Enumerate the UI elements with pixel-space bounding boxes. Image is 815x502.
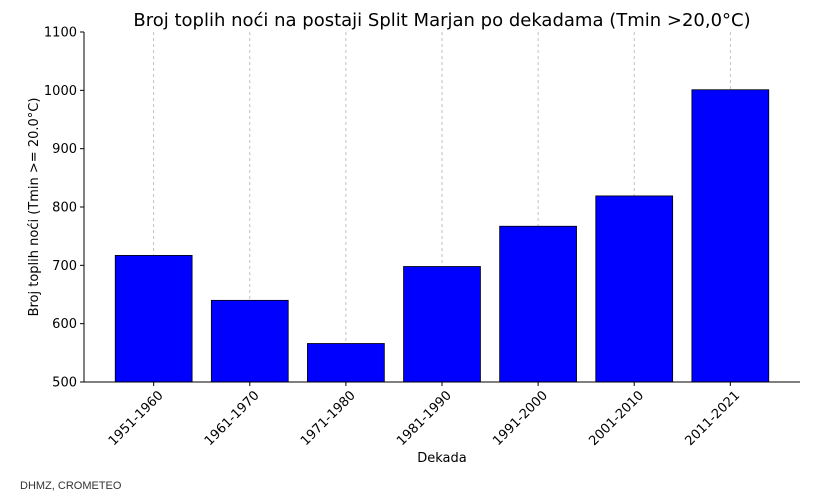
y-ticks: 500 600 700 800 900 1000 1100 [44, 26, 84, 391]
x-tick-label: 2001-2010 [586, 388, 647, 449]
x-tick-label: 1991-2000 [490, 388, 551, 449]
x-tick-label: 1961-1970 [202, 388, 263, 449]
x-tick-label: 1981-1990 [394, 388, 455, 449]
y-tick-label: 500 [52, 376, 77, 391]
bar-1951-1960 [114, 255, 193, 383]
bar-2011-2021 [691, 89, 770, 383]
bar-1981-1990 [403, 266, 481, 383]
y-tick-label: 1000 [44, 84, 77, 99]
bars [114, 89, 770, 383]
y-tick-label: 1100 [44, 26, 77, 41]
chart-title: Broj toplih noći na postaji Split Marjan… [133, 10, 750, 31]
bar-1961-1970 [210, 299, 289, 383]
y-tick-label: 700 [52, 259, 77, 274]
x-tick-label: 1951-1960 [106, 388, 167, 449]
y-tick-label: 800 [52, 201, 77, 216]
source-credit: DHMZ, CROMETEO [20, 480, 122, 492]
y-tick-label: 600 [52, 317, 77, 332]
y-axis-label: Broj toplih noći (Tmin >= 20.0°C) [27, 98, 42, 317]
bar-2001-2010 [595, 195, 674, 383]
x-axis-label: Dekada [417, 451, 467, 466]
x-tick-label: 2011-2021 [682, 388, 743, 449]
x-ticks: 1951-1960 1961-1970 1971-1980 1981-1990 1991… [106, 382, 743, 449]
y-tick-label: 900 [52, 142, 77, 157]
bar-1971-1980 [307, 343, 385, 383]
x-tick-label: 1971-1980 [298, 388, 359, 449]
bar-1991-2000 [499, 225, 577, 383]
